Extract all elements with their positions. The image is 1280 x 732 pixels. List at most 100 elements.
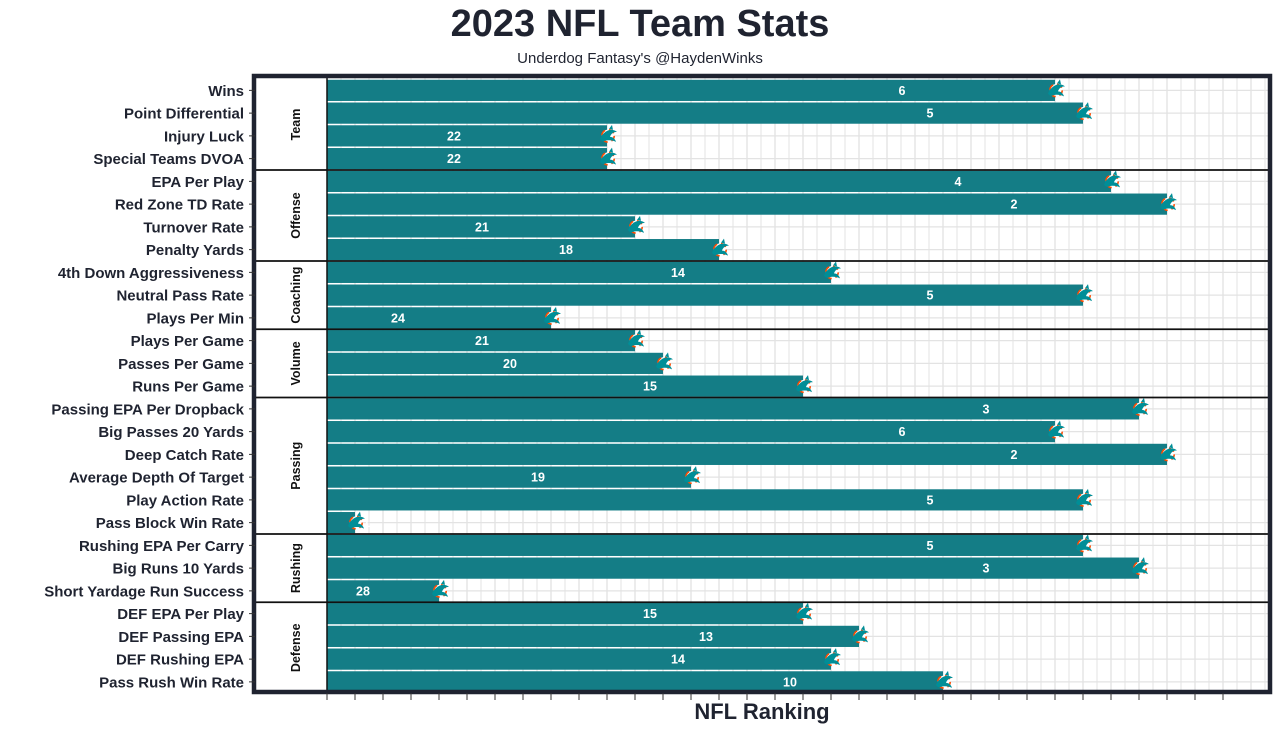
bar-value-label: 6: [899, 425, 906, 439]
bar-value-label: 21: [475, 220, 489, 234]
bar: [327, 375, 803, 397]
dolphins-logo-icon: [1132, 397, 1149, 416]
category-label: Penalty Yards: [146, 242, 244, 259]
category-label: Pass Block Win Rate: [96, 515, 244, 532]
dolphins-logo-icon: [936, 670, 953, 689]
bar: [327, 216, 635, 238]
dolphins-logo-icon: [628, 329, 645, 348]
group-label: Passing: [289, 442, 303, 490]
bar-value-label: 5: [927, 107, 934, 121]
category-label: DEF Passing EPA: [118, 629, 244, 646]
bar: [327, 330, 635, 352]
category-label: Short Yardage Run Success: [44, 583, 244, 600]
category-label: Pass Rush Win Rate: [99, 674, 244, 691]
dolphins-logo-icon: [656, 352, 673, 371]
bar: [327, 512, 355, 534]
group-label: Offense: [289, 192, 303, 239]
category-label: Red Zone TD Rate: [115, 197, 244, 214]
x-axis-label: NFL Ranking: [694, 699, 829, 724]
dolphins-logo-icon: [1076, 488, 1093, 507]
bar: [327, 148, 607, 170]
dolphins-logo-icon: [824, 261, 841, 280]
category-label: Passes Per Game: [118, 356, 244, 373]
bar: [327, 79, 1055, 101]
group-labels: Team Offense Coaching Volume Passing Rushing D…: [289, 109, 303, 672]
bar: [327, 580, 439, 602]
x-axis-ticks: [326, 693, 1224, 700]
plot-frame: [251, 73, 1273, 695]
bar-value-label: 22: [447, 152, 461, 166]
bar-value-label: 3: [983, 402, 990, 416]
category-label: DEF Rushing EPA: [116, 652, 244, 669]
bar: [327, 193, 1167, 215]
bar-value-label: 4: [955, 175, 962, 189]
bar: [327, 603, 803, 625]
dolphins-logo-icon: [1048, 79, 1065, 98]
category-label: Plays Per Min: [146, 310, 244, 327]
dolphins-logo-icon: [852, 625, 869, 644]
category-label: EPA Per Play: [151, 174, 244, 191]
bar-value-label: 15: [643, 607, 657, 621]
dolphins-logo-icon: [1076, 534, 1093, 553]
bar: [327, 170, 1111, 192]
bar-value-label: 5: [927, 493, 934, 507]
bar-value-label: 18: [559, 243, 573, 257]
dolphins-logo-icon: [1104, 170, 1121, 189]
bar-value-label: 13: [699, 630, 713, 644]
chart-subtitle: Underdog Fantasy's @HaydenWinks: [517, 50, 763, 67]
dolphins-logo-icon: [1076, 102, 1093, 121]
bar-value-label: 14: [671, 266, 685, 280]
category-label: Passing EPA Per Dropback: [51, 401, 244, 418]
dolphins-logo-icon: [348, 511, 365, 530]
bar: [327, 557, 1139, 579]
bar-value-label: 2: [1011, 448, 1018, 462]
dolphins-logo-icon: [796, 375, 813, 394]
bar-value-label: 28: [356, 584, 370, 598]
dolphins-logo-icon: [824, 648, 841, 667]
bar: [327, 307, 551, 329]
category-label: Wins: [208, 83, 244, 100]
dolphins-logo-icon: [712, 238, 729, 257]
bar-value-label: 21: [475, 334, 489, 348]
category-label: Average Depth Of Target: [69, 470, 244, 487]
bar: [327, 671, 943, 693]
bar: [327, 489, 1083, 511]
group-label: Coaching: [289, 267, 303, 324]
category-label: Special Teams DVOA: [93, 151, 244, 168]
dolphins-logo-icon: [684, 466, 701, 485]
bar: [327, 102, 1083, 124]
category-label: Big Passes 20 Yards: [98, 424, 244, 441]
group-label: Team: [289, 109, 303, 141]
bar: [327, 398, 1139, 420]
chart-title: 2023 NFL Team Stats: [450, 3, 830, 45]
category-labels: Wins Point Differential Injury Luck Special…: [44, 83, 255, 691]
dolphins-logo-icon: [1160, 443, 1177, 462]
bar: [327, 352, 663, 374]
bar-value-label: 24: [391, 311, 405, 325]
category-label: Big Runs 10 Yards: [113, 561, 244, 578]
category-label: Play Action Rate: [126, 492, 244, 509]
bar: [327, 443, 1167, 465]
group-separators: [251, 73, 1273, 695]
dolphins-logo-icon: [544, 306, 561, 325]
bars: 6522224221181452421201536219531532815131…: [327, 79, 1177, 693]
category-label: Neutral Pass Rate: [116, 288, 244, 305]
dolphins-logo-icon: [1160, 193, 1177, 212]
category-label: Point Differential: [124, 106, 244, 123]
bar-value-label: 6: [899, 84, 906, 98]
bar-value-label: 19: [531, 471, 545, 485]
bar: [327, 534, 1083, 556]
group-label: Rushing: [289, 543, 303, 593]
bar: [327, 648, 831, 670]
category-label: Injury Luck: [164, 128, 245, 145]
dolphins-logo-icon: [600, 147, 617, 166]
bar-value-label: 5: [927, 539, 934, 553]
dolphins-logo-icon: [628, 215, 645, 234]
category-label: Plays Per Game: [131, 333, 244, 350]
bar: [327, 284, 1083, 306]
bar: [327, 239, 719, 261]
bar: [327, 125, 607, 147]
bar-value-label: 3: [983, 562, 990, 576]
category-label: Rushing EPA Per Carry: [79, 538, 245, 555]
